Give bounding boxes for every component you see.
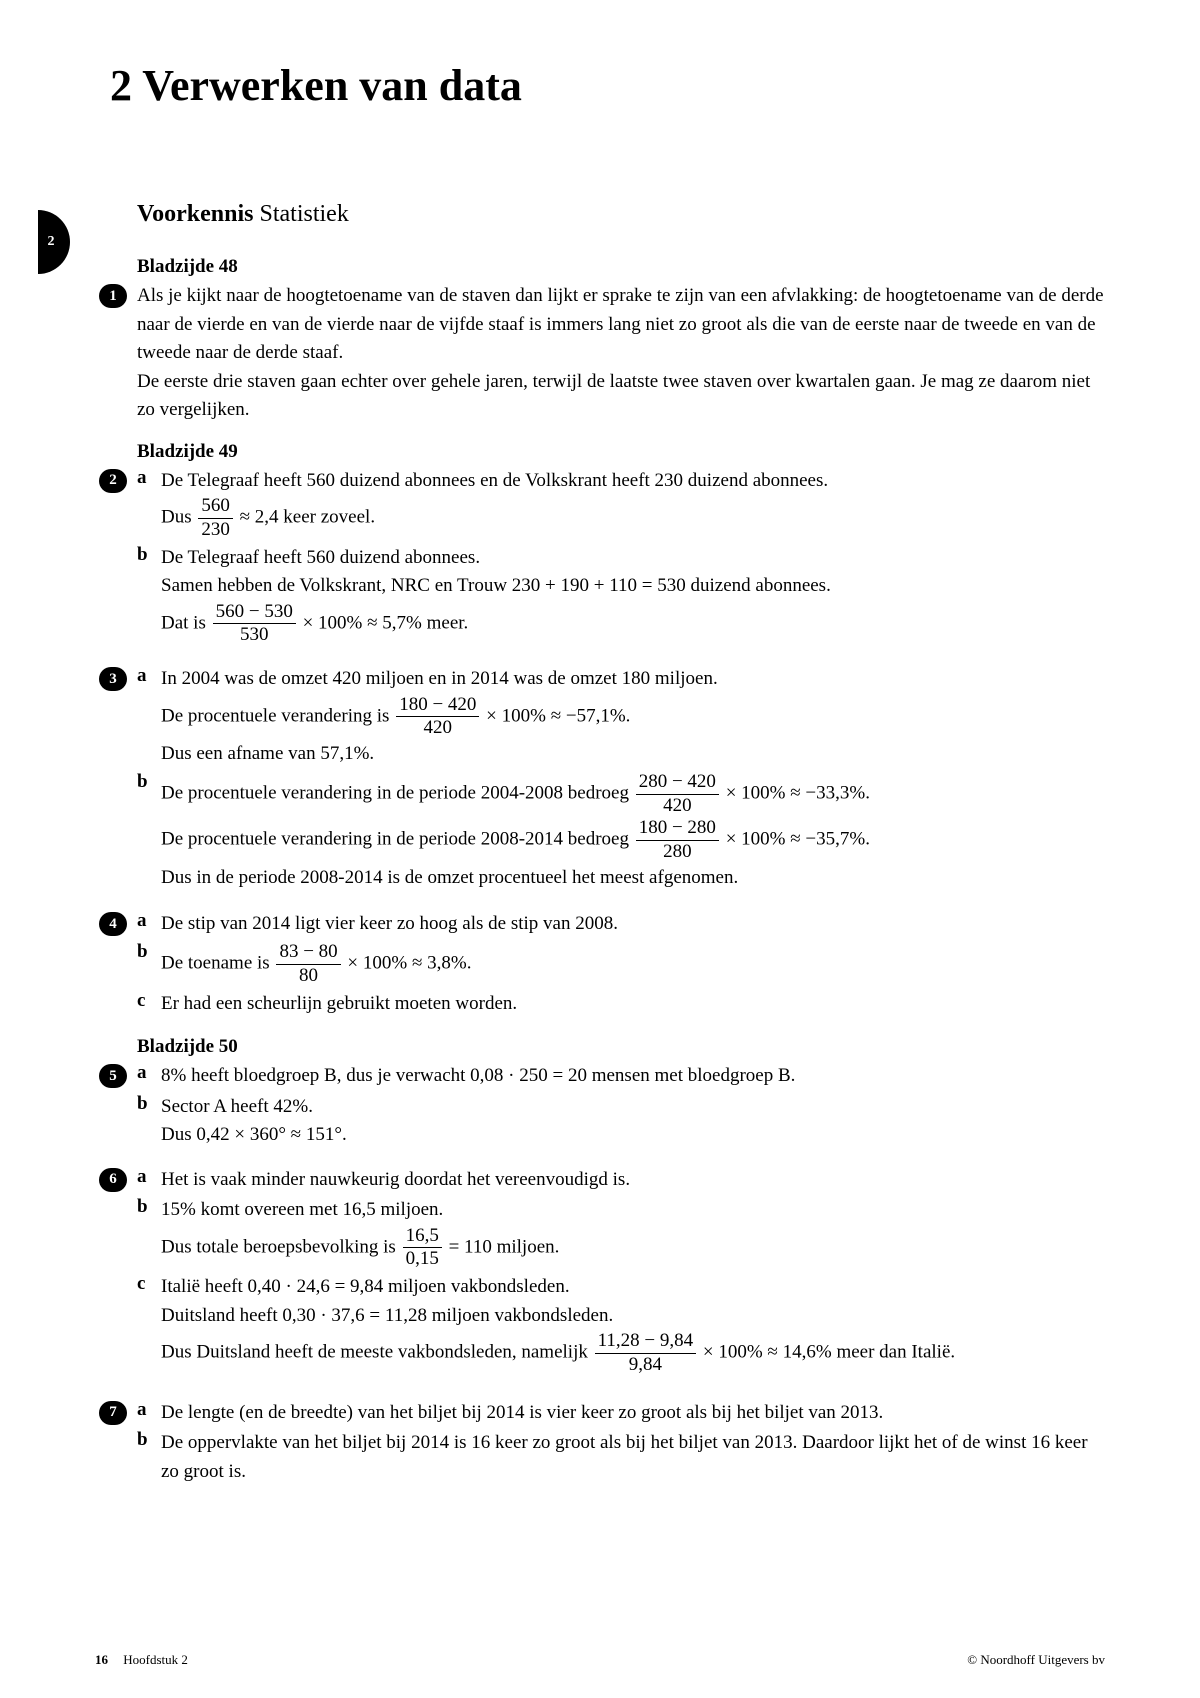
q6b-line2: Dus totale beroepsbevolking is 16,50,15 … [161,1225,1105,1272]
section-bold: Voorkennis [137,201,253,227]
q6c-line3: Dus Duitsland heeft de meeste vakbondsle… [161,1330,1105,1377]
q2b-line3: Dat is 560 − 530530 × 100% ≈ 5,7% meer. [161,601,1105,648]
side-tab: 2 [38,210,70,274]
q6c-line2: Duitsland heeft 0,30 · 37,6 = 11,28 milj… [161,1302,1105,1331]
question-number-6: 6 [99,1168,127,1192]
question-number-3: 3 [99,667,127,691]
page-footer: 16 Hoofdstuk 2 © Noordhoff Uitgevers bv [95,1652,1105,1668]
part-letter: a [137,1399,161,1428]
page-heading-50: Bladzijde 50 [137,1036,1105,1058]
q3a-line3: Dus een afname van 57,1%. [161,740,1105,769]
q6a: Het is vaak minder nauwkeurig doordat he… [161,1166,1105,1195]
section-heading: Voorkennis Statistiek [137,201,1105,228]
q4b: De toename is 83 − 8080 × 100% ≈ 3,8%. [161,941,1105,988]
part-letter: c [137,990,161,1019]
q3a-line1: In 2004 was de omzet 420 miljoen en in 2… [161,665,1105,694]
q6c-line1: Italië heeft 0,40 · 24,6 = 9,84 miljoen … [161,1273,1105,1302]
page-heading-48: Bladzijde 48 [137,256,1105,278]
q4c: Er had een scheurlijn gebruikt moeten wo… [161,990,1105,1019]
footer-publisher: © Noordhoff Uitgevers bv [967,1652,1105,1668]
q2b-line1: De Telegraaf heeft 560 duizend abonnees. [161,544,1105,573]
footer-chapter: Hoofdstuk 2 [123,1652,188,1667]
part-letter: a [137,1062,161,1091]
q3b-line2: De procentuele verandering in de periode… [161,817,1105,864]
part-letter: a [137,665,161,769]
q2a-line2: Dus 560230 ≈ 2,4 keer zoveel. [161,495,1105,542]
question-number-2: 2 [99,469,127,493]
chapter-title: 2 Verwerken van data [110,60,1105,111]
part-letter: b [137,941,161,988]
part-letter: a [137,1166,161,1195]
q3b-line3: Dus in de periode 2008-2014 is de omzet … [161,864,1105,893]
q3a-line2: De procentuele verandering is 180 − 4204… [161,694,1105,741]
q5b-line1: Sector A heeft 42%. [161,1093,1105,1122]
q6b-line1: 15% komt overeen met 16,5 miljoen. [161,1196,1105,1225]
q5b-line2: Dus 0,42 × 360° ≈ 151°. [161,1121,1105,1150]
question-number-4: 4 [99,912,127,936]
part-letter: b [137,1093,161,1150]
page-number: 16 [95,1652,108,1667]
part-letter: a [137,910,161,939]
q4a: De stip van 2014 ligt vier keer zo hoog … [161,910,1105,939]
section-rest: Statistiek [253,201,348,227]
q7b: De oppervlakte van het biljet bij 2014 i… [161,1429,1105,1486]
part-letter: b [137,771,161,893]
question-number-1: 1 [99,284,127,308]
q7a: De lengte (en de breedte) van het biljet… [161,1399,1105,1428]
part-letter: c [137,1273,161,1377]
part-letter: b [137,544,161,648]
q5a: 8% heeft bloedgroep B, dus je verwacht 0… [161,1062,1105,1091]
question-number-5: 5 [99,1064,127,1088]
question-number-7: 7 [99,1401,127,1425]
q2a-line1: De Telegraaf heeft 560 duizend abonnees … [161,467,1105,496]
q1-text: Als je kijkt naar de hoogtetoename van d… [137,282,1105,425]
part-letter: b [137,1429,161,1486]
q2b-line2: Samen hebben de Volkskrant, NRC en Trouw… [161,572,1105,601]
part-letter: b [137,1196,161,1271]
part-letter: a [137,467,161,542]
q3b-line1: De procentuele verandering in de periode… [161,771,1105,818]
page-heading-49: Bladzijde 49 [137,441,1105,463]
